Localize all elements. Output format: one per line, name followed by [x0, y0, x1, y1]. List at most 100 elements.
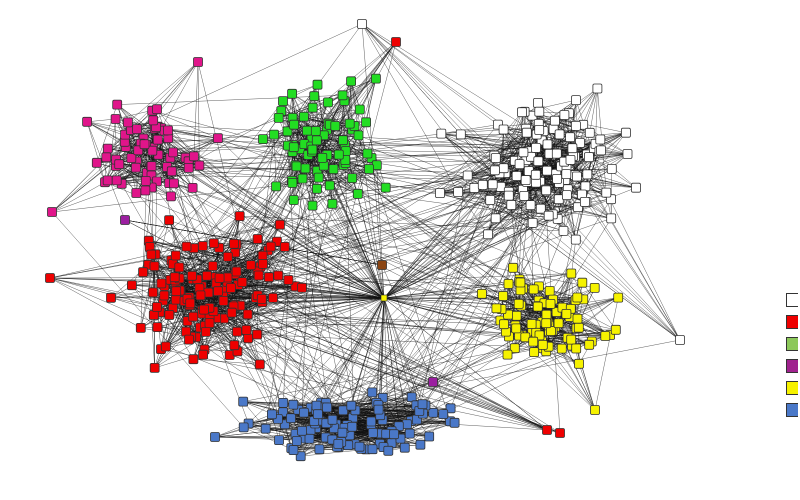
node-green [333, 149, 344, 160]
node-red [213, 286, 223, 297]
node-magenta [123, 117, 133, 128]
node-magenta [183, 162, 194, 173]
node-magenta [212, 133, 223, 144]
node-red [127, 280, 137, 291]
node-red [241, 324, 252, 335]
node-yellow [508, 262, 518, 273]
node-white [543, 210, 554, 221]
node-yellow [511, 323, 522, 334]
node-blue [367, 387, 378, 398]
node-blue [338, 405, 349, 416]
node-yellow [573, 322, 584, 333]
node-green [328, 164, 339, 175]
node-magenta [131, 188, 142, 198]
node-red [195, 290, 206, 301]
node-red [106, 292, 116, 303]
legend-swatch [786, 381, 798, 395]
node-yellow [566, 268, 577, 279]
node-red [198, 349, 209, 360]
node-blue [312, 409, 323, 420]
node-blue [297, 425, 307, 436]
node-green [312, 183, 322, 194]
node-white [534, 106, 545, 117]
node-green [347, 173, 358, 184]
node-yellow [610, 324, 621, 335]
node-green [307, 144, 318, 155]
node-yellow [553, 318, 564, 329]
node-yellow [491, 303, 502, 314]
node-magenta [102, 143, 113, 154]
node-red [174, 262, 185, 273]
node-blue [288, 399, 299, 410]
node-red [156, 278, 167, 289]
node-magenta [168, 147, 179, 158]
node-green [370, 73, 381, 84]
node-red [274, 219, 285, 230]
node-white [580, 196, 590, 207]
node-blue [445, 403, 456, 414]
node-green [298, 111, 309, 122]
node-yellow [526, 319, 537, 329]
node-green [273, 113, 284, 123]
node-blue [424, 431, 435, 442]
node-blue [286, 413, 296, 424]
node-white [571, 121, 581, 131]
node-white [621, 127, 631, 138]
node-magenta [114, 159, 125, 170]
node-blue [346, 400, 357, 411]
node-white [531, 142, 541, 153]
node-white [542, 165, 552, 176]
node-yellow [529, 347, 539, 358]
node-red [146, 249, 157, 260]
node-white [525, 200, 536, 211]
node-white [606, 163, 617, 174]
node-green [310, 126, 321, 136]
node-magenta [194, 160, 205, 171]
node-green [269, 129, 280, 140]
node-magenta [187, 182, 198, 193]
node-yellow [589, 282, 600, 293]
node-red [228, 238, 239, 249]
hub-node [380, 294, 388, 302]
legend-swatch [786, 359, 798, 373]
node-white [572, 171, 582, 182]
node-green [278, 96, 288, 106]
node-magenta [148, 115, 159, 126]
node-white [562, 190, 572, 201]
node-white [490, 213, 501, 224]
node-magenta [152, 134, 163, 145]
node-red [273, 270, 284, 281]
node-white [553, 194, 564, 205]
node-red [254, 359, 265, 370]
node-yellow [613, 292, 624, 303]
node-magenta [168, 178, 179, 189]
node-white [552, 173, 562, 184]
node-red [222, 251, 233, 262]
node-red [226, 307, 237, 318]
node-red [268, 292, 278, 303]
node-red [171, 286, 182, 297]
node-blue [347, 421, 358, 432]
node-yellow [502, 349, 513, 360]
node-blue [238, 396, 249, 407]
node-white [570, 234, 581, 245]
node-blue [304, 433, 315, 444]
node-blue [322, 402, 333, 413]
node-magenta [152, 104, 162, 115]
node-yellow [511, 310, 522, 321]
node-red [207, 261, 218, 271]
node-white [571, 95, 581, 105]
node-blue [367, 444, 378, 455]
node-white [533, 156, 544, 167]
node-white [554, 129, 565, 140]
node-magenta [193, 57, 203, 67]
node-white [489, 165, 500, 176]
node-green [323, 97, 333, 108]
node-red [159, 290, 170, 301]
node-blue [333, 438, 344, 449]
node-white [511, 171, 522, 181]
node-green [302, 125, 312, 136]
node-red [208, 238, 219, 249]
node-green [338, 135, 348, 146]
node-red [237, 277, 248, 288]
